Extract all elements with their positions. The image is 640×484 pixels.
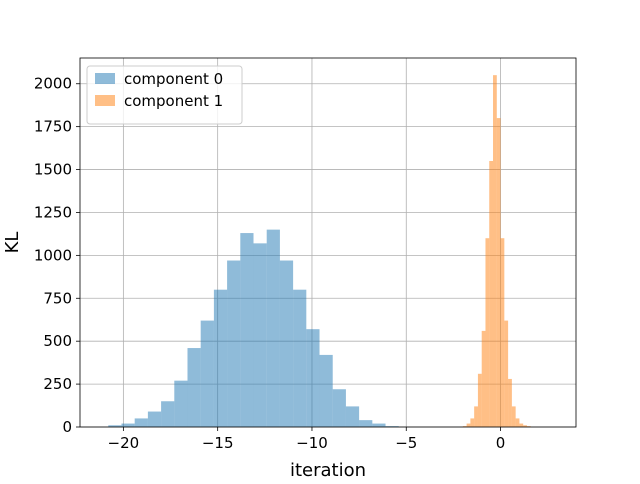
y-tick-label: 1500 <box>34 161 72 179</box>
histogram-bar-component-0 <box>372 423 386 427</box>
histogram-bar-component-1 <box>504 320 509 427</box>
x-tick-label: −10 <box>296 434 328 452</box>
y-tick-label: 0 <box>62 418 72 436</box>
histogram-bar-component-1 <box>462 426 467 427</box>
x-tick-label: −5 <box>395 434 417 452</box>
histogram-bar-component-1 <box>489 160 494 427</box>
y-tick-label: 750 <box>43 289 72 307</box>
x-tick-label: −15 <box>202 434 234 452</box>
histogram-bar-component-1 <box>470 418 475 427</box>
histogram-bar-component-1 <box>485 238 490 427</box>
histogram-bar-component-0 <box>200 320 214 427</box>
legend-swatch-component-0 <box>95 73 115 84</box>
plot-frame <box>79 57 577 428</box>
x-tick-label: −20 <box>108 434 140 452</box>
histogram-bar-component-0 <box>279 260 294 427</box>
histogram-bar-component-0 <box>134 418 148 427</box>
x-axis-label: iteration <box>290 460 366 480</box>
histogram-bar-component-0 <box>227 260 241 427</box>
histogram-bar-component-0 <box>332 389 346 427</box>
histogram-bar-component-0 <box>319 354 333 427</box>
histogram-bar-component-1 <box>511 406 516 427</box>
histogram-bar-component-0 <box>121 423 135 427</box>
legend-swatch-component-1 <box>95 95 115 106</box>
histogram-bar-component-1 <box>481 330 486 427</box>
histogram-bar-component-1 <box>508 378 512 427</box>
y-tick-label: 1250 <box>34 203 72 221</box>
x-tick-label: 0 <box>496 434 506 452</box>
y-axis-label: KL <box>2 232 23 254</box>
legend-label-component-0: component 0 <box>124 70 223 88</box>
histogram-bar-component-0 <box>240 233 254 427</box>
histogram-bar-component-0 <box>187 348 201 427</box>
histogram-bar-component-0 <box>108 425 122 427</box>
histogram-bar-component-0 <box>359 420 373 427</box>
histogram-bar-component-0 <box>174 380 188 427</box>
legend-label-component-1: component 1 <box>124 92 223 110</box>
histogram-bar-component-0 <box>161 401 175 427</box>
legend: component 0 component 1 <box>86 65 243 125</box>
y-tick-label: 2000 <box>34 75 72 93</box>
histogram-bar-component-1 <box>519 423 524 427</box>
y-tick-label: 1750 <box>34 118 72 136</box>
histogram-bar-component-0 <box>253 243 267 427</box>
y-tick-label: 1000 <box>34 246 72 264</box>
legend-box <box>86 65 243 125</box>
histogram-bar-component-0 <box>147 411 162 427</box>
histogram-bar-component-0 <box>385 426 399 427</box>
histogram-bar-component-1 <box>477 373 482 427</box>
histogram-bar-component-0 <box>213 289 228 427</box>
y-tick-label: 500 <box>43 332 72 350</box>
histogram-bar-component-1 <box>496 118 501 428</box>
histogram-bar-component-1 <box>523 425 527 427</box>
histogram-bars <box>108 75 531 428</box>
y-tick-label: 250 <box>43 375 72 393</box>
histogram-bar-component-1 <box>526 426 531 427</box>
histogram-bar-component-1 <box>500 238 505 427</box>
histogram-bar-component-0 <box>306 329 320 427</box>
axis-ticks: −20 −15 −10 −5 0 0 250 500 750 1000 1250 1500 1750 20… <box>34 75 506 452</box>
histogram-bar-component-1 <box>493 75 497 428</box>
histogram-bar-component-1 <box>474 406 478 427</box>
histogram-bar-component-1 <box>515 418 520 427</box>
histogram-bar-component-0 <box>293 289 307 427</box>
histogram-bar-component-1 <box>466 423 471 427</box>
histogram-bar-component-0 <box>345 406 360 427</box>
histogram-bar-component-0 <box>266 229 280 427</box>
